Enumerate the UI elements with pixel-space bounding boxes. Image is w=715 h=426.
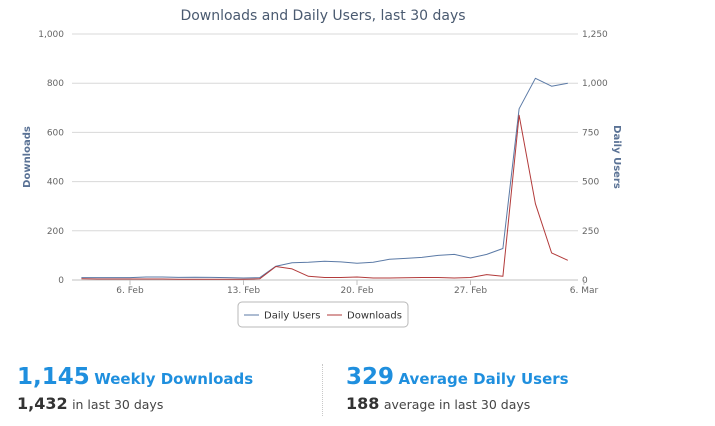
weekly-downloads-value: 1,145 <box>17 364 90 390</box>
left-tick-label: 200 <box>47 227 64 237</box>
monthly-average-users-value: 188 <box>346 394 380 413</box>
monthly-downloads-label: in last 30 days <box>72 397 164 412</box>
stats-divider <box>322 364 323 416</box>
x-tick-label: 13. Feb <box>227 286 260 296</box>
monthly-downloads-value: 1,432 <box>17 394 68 413</box>
right-axis-title: Daily Users <box>611 125 622 189</box>
left-tick-label: 1,000 <box>38 30 64 40</box>
monthly-average-users-label: average in last 30 days <box>383 397 531 412</box>
x-tick-label: 6. Feb <box>116 286 144 296</box>
average-daily-users-label: Average Daily Users <box>398 370 569 388</box>
legend-item-daily-users[interactable]: Daily Users <box>264 311 320 322</box>
right-axis-ticks: 0 250 500 750 1,000 1,250 <box>582 30 608 286</box>
chart: Downloads and Daily Users, last 30 days … <box>22 8 622 328</box>
average-daily-users-value: 329 <box>346 364 395 390</box>
series-lines <box>81 77 569 280</box>
left-tick-label: 800 <box>47 79 64 89</box>
legend[interactable]: Daily Users Downloads <box>237 301 409 328</box>
x-axis: 6. Feb 13. Feb 20. Feb 27. Feb 6. Mar <box>116 280 599 296</box>
x-tick-label: 27. Feb <box>454 286 487 296</box>
stats-panel: 1,145 Weekly Downloads 1,432 in last 30 … <box>0 362 715 426</box>
series-line-downloads <box>81 114 569 280</box>
left-tick-label: 400 <box>47 178 64 188</box>
legend-item-downloads[interactable]: Downloads <box>347 311 402 322</box>
right-tick-label: 500 <box>582 178 599 188</box>
right-tick-label: 1,250 <box>582 30 608 40</box>
right-tick-label: 0 <box>582 276 588 286</box>
right-tick-label: 250 <box>582 227 599 237</box>
chart-title: Downloads and Daily Users, last 30 days <box>180 8 465 24</box>
left-axis-ticks: 0 200 400 600 800 1,000 <box>38 30 64 286</box>
weekly-downloads-stat: 1,145 Weekly Downloads 1,432 in last 30 … <box>17 362 253 416</box>
weekly-downloads-label: Weekly Downloads <box>94 370 254 388</box>
x-tick-label: 6. Mar <box>570 286 599 296</box>
gridlines <box>72 33 578 281</box>
x-tick-label: 20. Feb <box>340 286 373 296</box>
daily-users-stat: 329 Average Daily Users 188 average in l… <box>346 362 569 416</box>
left-tick-label: 600 <box>47 128 64 138</box>
right-tick-label: 750 <box>582 128 599 138</box>
left-axis-title: Downloads <box>22 126 33 188</box>
legend-box <box>237 301 409 328</box>
series-line-daily-users <box>81 77 568 279</box>
left-tick-label: 0 <box>58 276 64 286</box>
right-tick-label: 1,000 <box>582 79 608 89</box>
